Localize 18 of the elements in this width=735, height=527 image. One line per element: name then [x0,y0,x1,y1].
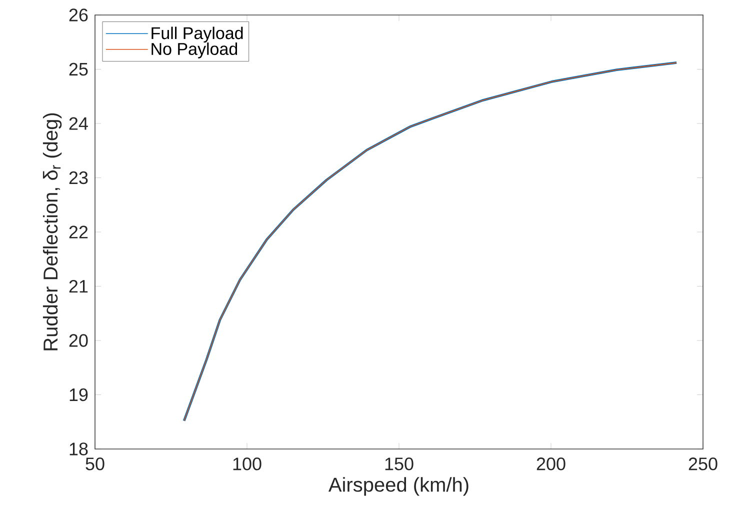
y-tick-label: 24 [69,117,88,130]
y-tick-label: 22 [69,226,88,238]
x-tick-label: 50 [86,458,104,470]
y-tick-label: 21 [69,280,88,293]
y-tick-label: 26 [69,8,88,22]
x-tick-label: 150 [385,458,414,470]
x-tick-label: 200 [536,458,566,470]
legend-label: No Payload [152,42,238,58]
x-axis-title: Airspeed (km/h) [328,477,468,496]
y-tick-label: 19 [70,388,88,402]
y-tick-label: 23 [69,171,88,184]
y-tick-label: 20 [69,334,88,347]
y-tick-label: 25 [69,62,88,76]
legend-label: Full Payload [152,26,243,43]
y-tick-label: 18 [70,442,88,456]
x-tick-label: 100 [233,458,262,470]
x-tick-label: 250 [688,458,718,470]
y-axis-title: Rudder Deflection, δ$_{r}$ (deg) [42,113,62,350]
